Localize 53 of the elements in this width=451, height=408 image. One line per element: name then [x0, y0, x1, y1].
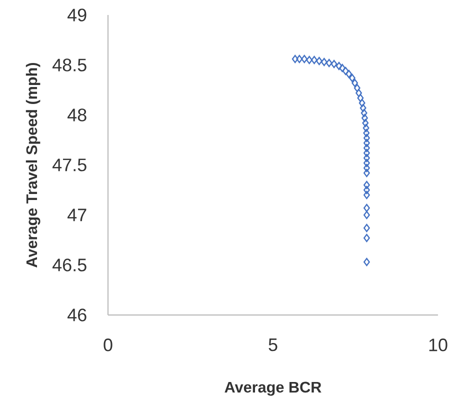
point [364, 190, 370, 200]
point [364, 158, 370, 168]
point [364, 180, 370, 190]
y-tick-label: 48 [68, 108, 86, 122]
point [364, 154, 370, 162]
point [364, 148, 370, 158]
point [358, 98, 366, 108]
point [330, 60, 338, 68]
point [362, 124, 370, 132]
point [364, 258, 370, 266]
y-tick-label: 46 [68, 308, 86, 322]
point [364, 204, 370, 212]
point [363, 128, 370, 138]
point [364, 138, 370, 148]
point [362, 118, 369, 128]
point [339, 64, 346, 72]
point [320, 58, 328, 66]
x-tick-label: 10 [429, 338, 448, 352]
point [346, 70, 352, 78]
point [296, 54, 303, 64]
point [357, 94, 364, 102]
point [360, 108, 368, 118]
point [364, 164, 370, 172]
point [348, 74, 356, 82]
point [336, 62, 342, 70]
x-tick-label: 0 [104, 338, 112, 352]
y-tick-label: 49 [68, 8, 86, 22]
point [354, 84, 360, 92]
x-tick-label: 5 [268, 338, 278, 352]
point [301, 54, 308, 64]
point [342, 66, 349, 76]
y-axis-title: Average Travel Speed (mph) [26, 62, 40, 268]
point [362, 114, 368, 122]
point [360, 104, 366, 112]
point [364, 210, 370, 220]
y-tick-label: 48.5 [52, 58, 86, 72]
point [316, 56, 322, 66]
point [364, 224, 370, 232]
y-tick-label: 47 [68, 208, 86, 222]
point [292, 54, 298, 64]
point [364, 168, 370, 178]
point [311, 56, 318, 64]
y-tick-label: 46.5 [52, 258, 86, 272]
point [364, 134, 370, 142]
point [306, 56, 312, 64]
point [356, 88, 362, 98]
point [352, 78, 358, 88]
point [364, 144, 370, 152]
point [326, 58, 332, 68]
x-axis-title: Average BCR [224, 382, 322, 396]
point [364, 234, 370, 242]
point [364, 186, 370, 194]
y-tick-label: 47.5 [52, 158, 86, 172]
